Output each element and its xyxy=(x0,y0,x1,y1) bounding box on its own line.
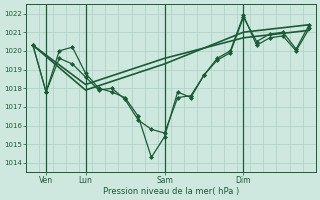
X-axis label: Pression niveau de la mer( hPa ): Pression niveau de la mer( hPa ) xyxy=(103,187,239,196)
